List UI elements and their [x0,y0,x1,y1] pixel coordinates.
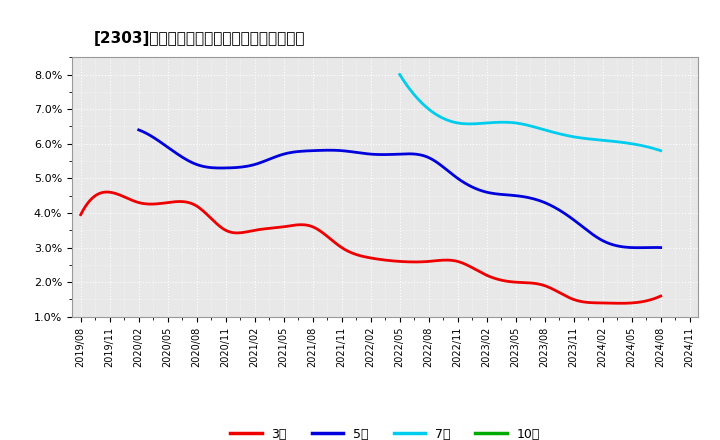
Legend: 3年, 5年, 7年, 10年: 3年, 5年, 7年, 10年 [225,422,545,440]
Text: [2303]　経常利益マージンの標準偏差の推移: [2303] 経常利益マージンの標準偏差の推移 [94,31,305,46]
